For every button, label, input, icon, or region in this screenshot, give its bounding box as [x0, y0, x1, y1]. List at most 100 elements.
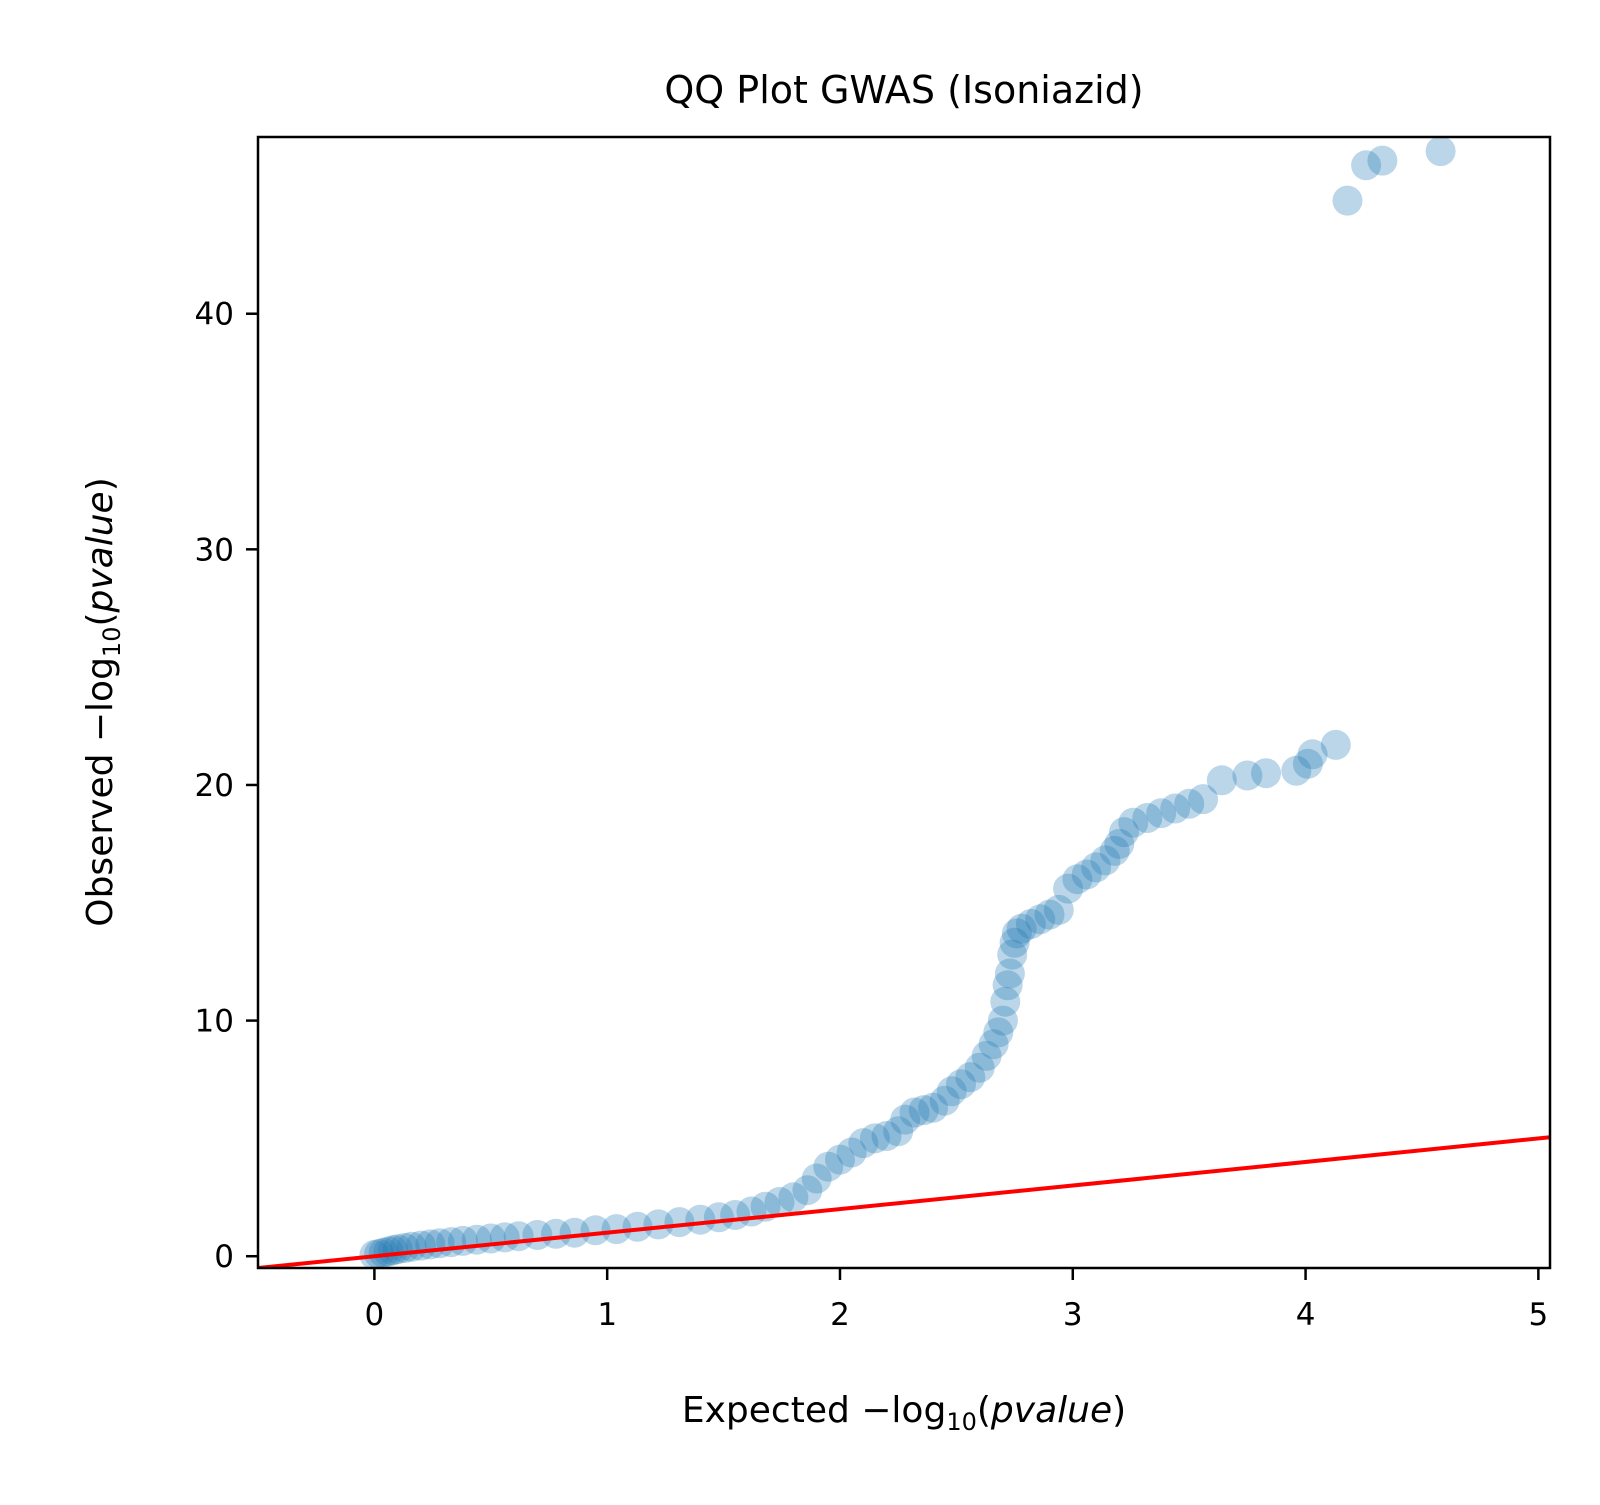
x-tick-label: 5	[1528, 1297, 1548, 1333]
chart-title: QQ Plot GWAS (Isoniazid)	[664, 68, 1143, 112]
y-axis-label-paren-close: )	[80, 477, 121, 491]
data-point	[720, 1200, 751, 1230]
data-point	[1320, 729, 1351, 760]
data-point	[622, 1211, 653, 1242]
data-point	[1015, 909, 1046, 939]
data-point	[871, 1121, 902, 1151]
data-point	[378, 1235, 408, 1266]
data-point	[1053, 873, 1084, 904]
data-point	[1001, 918, 1032, 949]
data-point	[1109, 817, 1139, 848]
data-point	[703, 1202, 734, 1233]
data-point	[813, 1151, 844, 1182]
data-point	[999, 927, 1030, 958]
data-point	[1206, 765, 1237, 796]
plot-frame	[256, 135, 1552, 1270]
x-tick-label: 1	[597, 1297, 617, 1333]
data-point	[643, 1209, 674, 1240]
data-point	[946, 1069, 976, 1100]
data-point	[936, 1076, 967, 1107]
data-point	[1332, 185, 1363, 216]
data-point	[929, 1085, 960, 1116]
y-axis-ticks: 0 10 20 30 40	[195, 297, 258, 1275]
data-point	[987, 1005, 1018, 1036]
data-point	[601, 1214, 632, 1245]
y-axis-label-subscript: 10	[98, 627, 126, 658]
y-axis-label-paren-open: (	[80, 612, 121, 626]
data-point	[1099, 835, 1130, 866]
data-point	[978, 1029, 1009, 1060]
x-axis-label-subscript: 10	[946, 1408, 977, 1436]
data-point	[1188, 784, 1219, 815]
data-point	[825, 1144, 855, 1175]
y-tick-label: 0	[214, 1239, 234, 1275]
data-point	[992, 970, 1023, 1001]
data-point	[1232, 760, 1263, 791]
data-point	[983, 1017, 1014, 1048]
y-tick-label: 40	[195, 297, 234, 333]
data-point	[522, 1220, 553, 1250]
data-point	[801, 1163, 832, 1194]
data-point	[990, 986, 1021, 1017]
data-point	[792, 1175, 823, 1206]
data-point	[997, 939, 1028, 970]
data-point	[373, 1236, 404, 1267]
data-point	[664, 1207, 695, 1238]
data-point	[890, 1104, 921, 1135]
data-point	[1025, 904, 1056, 935]
data-point	[1160, 793, 1191, 824]
data-point	[859, 1123, 890, 1154]
x-tick-label: 0	[365, 1297, 385, 1333]
data-point	[1367, 145, 1398, 176]
data-point	[1174, 788, 1205, 819]
data-point	[1146, 798, 1177, 829]
data-point	[1034, 899, 1065, 930]
y-axis-label: Observed −log10(pvalue)	[80, 477, 126, 927]
x-axis-label-paren-close: )	[1112, 1390, 1126, 1431]
data-point	[899, 1097, 930, 1128]
data-point	[1043, 894, 1074, 925]
data-point	[1090, 845, 1121, 876]
data-point	[1281, 755, 1312, 786]
data-point	[908, 1095, 939, 1126]
data-point	[1351, 150, 1382, 181]
data-point	[964, 1052, 995, 1083]
data-point	[764, 1187, 795, 1217]
reference-line	[258, 1135, 1550, 1268]
data-point	[368, 1237, 399, 1268]
data-point	[1132, 803, 1163, 833]
x-tick-label: 4	[1296, 1297, 1316, 1333]
x-axis-label-paren-open: (	[977, 1390, 991, 1431]
x-tick-label: 2	[830, 1297, 850, 1333]
x-axis-label-prefix: Expected −log	[682, 1390, 946, 1431]
data-point	[955, 1062, 986, 1093]
data-point	[359, 1240, 390, 1268]
x-axis-ticks: 0 1 2 3 4 5	[365, 1268, 1548, 1333]
data-point	[1071, 859, 1102, 890]
y-tick-label: 10	[195, 1004, 234, 1040]
data-point	[1081, 852, 1112, 883]
data-point	[1118, 807, 1149, 838]
data-point	[778, 1182, 809, 1213]
data-points	[359, 137, 1456, 1268]
data-point	[848, 1128, 879, 1159]
data-point	[1297, 739, 1328, 770]
data-point	[559, 1217, 590, 1248]
data-point	[382, 1234, 413, 1265]
data-point	[1292, 748, 1323, 779]
data-point	[685, 1204, 716, 1235]
data-point	[1006, 913, 1037, 944]
data-point	[1425, 137, 1456, 167]
data-point	[836, 1137, 867, 1168]
x-axis-label: Expected −log10(pvalue)	[682, 1390, 1126, 1436]
data-point	[541, 1218, 571, 1249]
y-axis-label-var: pvalue	[80, 491, 121, 613]
data-point	[1062, 864, 1093, 895]
reference-line-layer	[258, 1135, 1550, 1268]
data-point	[883, 1116, 914, 1147]
data-point	[918, 1092, 949, 1123]
x-axis-label-var: pvalue	[990, 1390, 1112, 1431]
data-point	[364, 1238, 395, 1268]
